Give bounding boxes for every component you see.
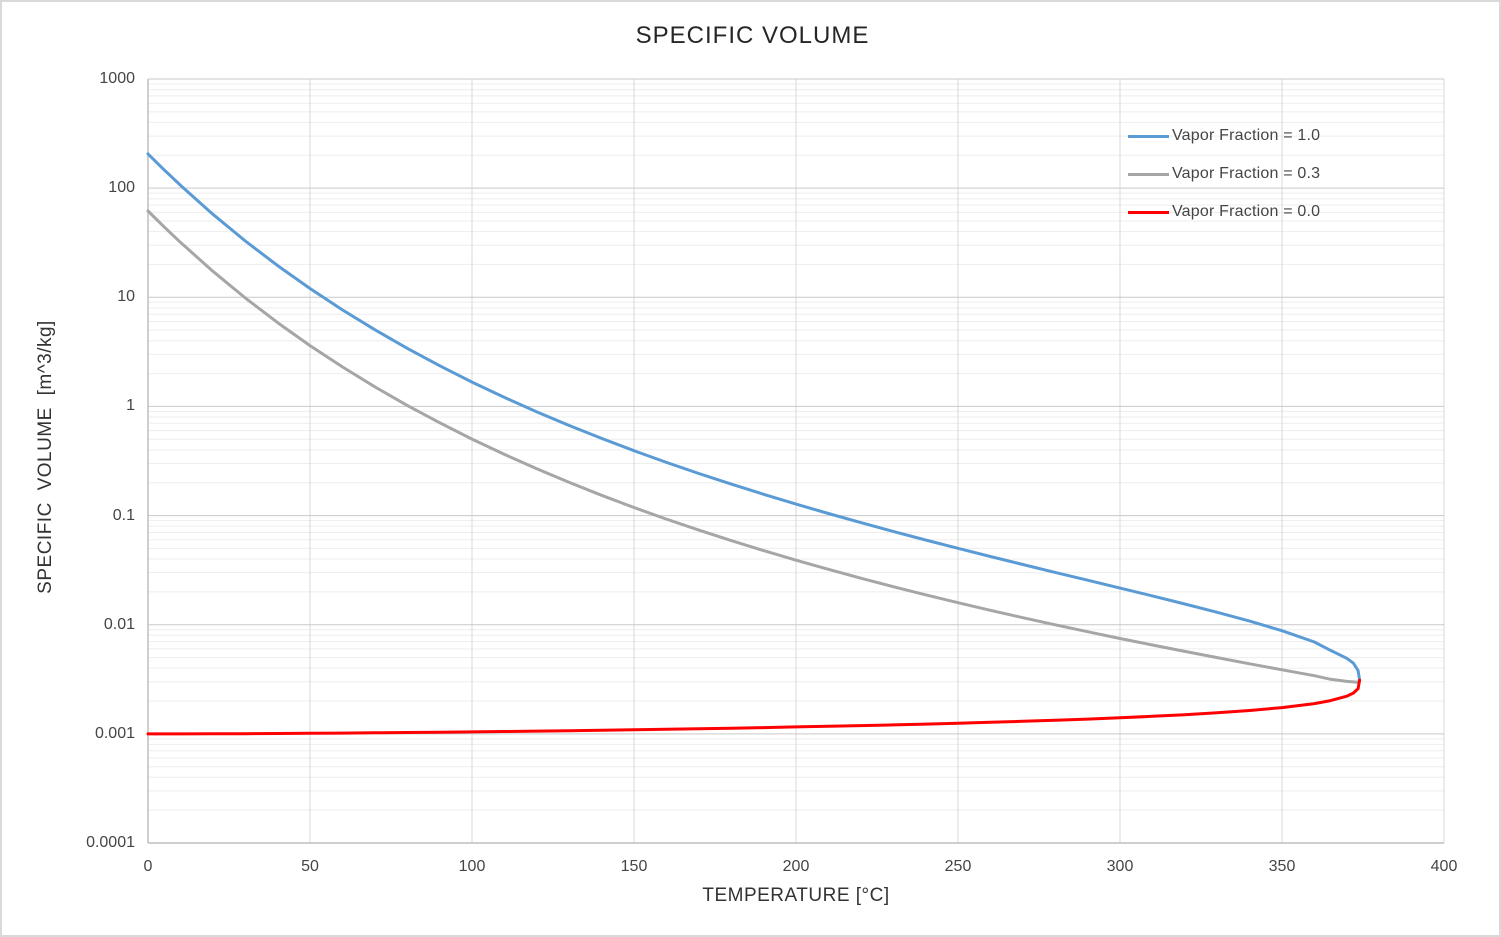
y-tick-label-1000: 1000 — [99, 70, 135, 87]
y-tick-label-0.0001: 0.0001 — [86, 834, 135, 851]
x-tick-label-0: 0 — [143, 858, 153, 875]
axis-lines — [147, 79, 1444, 844]
x-axis-title: TEMPERATURE [°C] — [702, 885, 890, 906]
y-tick-label-10: 10 — [117, 288, 135, 306]
legend-item-vapor-fraction-0-3: Vapor Fraction = 0.3 — [1128, 164, 1320, 184]
y-tick-label-0.001: 0.001 — [94, 724, 135, 742]
y-tick-label-1: 1 — [126, 397, 135, 415]
x-tick-label-50: 50 — [301, 858, 319, 875]
legend: Vapor Fraction = 1.0 Vapor Fraction = 0.… — [1128, 126, 1320, 222]
legend-item-vapor-fraction-1-0: Vapor Fraction = 1.0 — [1128, 126, 1320, 146]
legend-line-swatch-red — [1128, 210, 1169, 214]
x-tick-label-200: 200 — [782, 858, 810, 875]
curve-vapor-fraction-1.0 — [146, 152, 1362, 682]
legend-label: Vapor Fraction = 0.3 — [1172, 165, 1321, 182]
legend-label: Vapor Fraction = 0.0 — [1172, 203, 1321, 220]
x-tick-label-300: 300 — [1106, 858, 1134, 875]
x-tick-label-350: 350 — [1268, 858, 1296, 875]
curve-vapor-fraction-0.0 — [146, 678, 1362, 736]
x-tick-label-100: 100 — [458, 858, 486, 875]
y-tick-label-100: 100 — [108, 179, 135, 197]
legend-label: Vapor Fraction = 1.0 — [1172, 127, 1321, 144]
x-tick-label-400: 400 — [1430, 858, 1458, 875]
curve-vapor-fraction-0.3 — [146, 209, 1362, 684]
legend-line-swatch-gray — [1128, 172, 1169, 176]
chart-title: SPECIFIC VOLUME — [635, 22, 870, 49]
legend-line-swatch-blue — [1128, 134, 1169, 138]
x-tick-label-150: 150 — [620, 858, 648, 875]
legend-item-vapor-fraction-0-0: Vapor Fraction = 0.0 — [1128, 202, 1320, 222]
x-tick-label-250: 250 — [944, 858, 972, 875]
y-tick-label-0.01: 0.01 — [103, 615, 135, 633]
y-tick-label-0.1: 0.1 — [112, 506, 135, 524]
